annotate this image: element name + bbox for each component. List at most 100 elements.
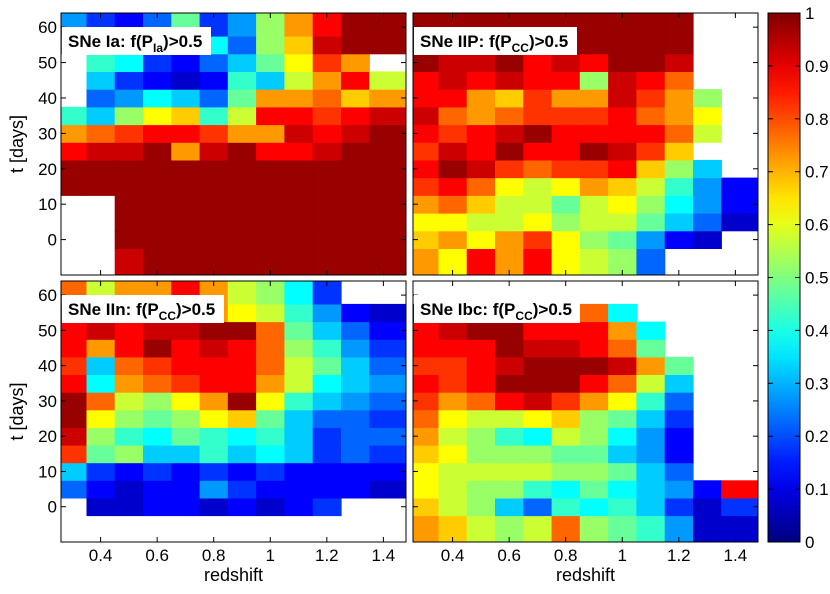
- panel-3: 0.4 0.6 0.8 1 1.2 1.4 0 10 20 30 40 50 60 t [days] red…: [7, 280, 407, 585]
- heatmap-cell: [114, 248, 144, 275]
- heatmap-cell: [86, 374, 116, 393]
- heatmap-cell: [256, 53, 285, 72]
- heatmap-cell: [256, 124, 285, 143]
- heatmap-cell: [114, 142, 144, 161]
- heatmap-cell: [608, 392, 637, 411]
- heatmap-cell: [608, 462, 637, 481]
- heatmap-cell: [551, 462, 581, 481]
- heatmap-cell: [227, 36, 257, 55]
- heatmap-cell: [312, 177, 342, 196]
- heatmap-cell: [466, 89, 496, 108]
- heatmap-cell: [608, 106, 637, 126]
- heatmap-cell: [341, 462, 370, 481]
- heatmap-cell: [579, 124, 609, 143]
- heatmap-cell: [227, 248, 257, 275]
- heatmap-cell: [664, 89, 694, 108]
- heatmap-cell: [341, 427, 370, 446]
- heatmap-cell: [721, 497, 758, 517]
- heatmap-cell: [636, 213, 666, 232]
- heatmap-cell: [466, 445, 496, 464]
- heatmap-cell: [636, 374, 666, 393]
- colorbar-tick-label: 0.2: [805, 427, 829, 446]
- heatmap-cell: [256, 339, 285, 358]
- heatmap-cell: [256, 497, 285, 517]
- heatmap-cell: [413, 195, 440, 214]
- heatmap-cell: [551, 53, 581, 72]
- heatmap-cell: [466, 248, 496, 275]
- heatmap-cell: [369, 106, 406, 126]
- heatmap-cell: [413, 356, 440, 375]
- heatmap-cell: [312, 427, 342, 446]
- heatmap-cell: [551, 480, 581, 499]
- heatmap-cell: [143, 142, 172, 161]
- heatmap-cell: [227, 195, 257, 214]
- heatmap-cell: [664, 356, 694, 375]
- heatmap-cell: [466, 339, 496, 358]
- plot-frame: [412, 12, 759, 276]
- heatmap-cell: [171, 159, 201, 179]
- heatmap-cell: [369, 409, 406, 428]
- heatmap-cell: [523, 515, 553, 542]
- heatmap-cell: [664, 213, 694, 232]
- heatmap-cell: [61, 321, 88, 340]
- heatmap-cell: [664, 230, 694, 249]
- y-tick-label: 30: [38, 392, 57, 411]
- heatmap-cell: [114, 53, 144, 72]
- heatmap-cell: [551, 213, 581, 232]
- heatmap-cell: [312, 356, 342, 375]
- heatmap-cell: [312, 339, 342, 358]
- colorbar-tick-label: 1: [805, 4, 814, 23]
- heatmap-cell: [636, 177, 666, 196]
- heatmap-cell: [636, 124, 666, 143]
- heatmap-cell: [256, 159, 285, 179]
- heatmap-cell: [227, 142, 257, 161]
- heatmap-cell: [608, 445, 637, 464]
- colorbar-tick-label: 0.3: [805, 374, 829, 393]
- heatmap-cell: [579, 248, 609, 275]
- heatmap-cell: [495, 445, 524, 464]
- y-tick-label: 40: [38, 357, 57, 376]
- heatmap-cell: [551, 142, 581, 161]
- heatmap-cell: [256, 392, 285, 411]
- heatmap-cell: [579, 321, 609, 340]
- heatmap-cell: [664, 106, 694, 126]
- heatmap-cell: [284, 53, 314, 72]
- panel-title: SNe Ia: f(PIa)>0.5: [62, 27, 211, 55]
- heatmap-cell: [171, 445, 201, 464]
- heatmap-cell: [579, 480, 609, 499]
- heatmap-cell: [551, 497, 581, 517]
- heatmap-cell: [171, 213, 201, 232]
- x-tick-label: 1.4: [372, 546, 396, 565]
- heatmap-cell: [608, 13, 637, 37]
- heatmap-cell: [466, 159, 496, 179]
- heatmap-cell: [693, 106, 722, 126]
- heatmap-cell: [636, 409, 666, 428]
- svg-text:SNe IIn: f(PCC)>0.5: SNe IIn: f(PCC)>0.5: [68, 300, 215, 323]
- panel-1: 0 10 20 30 40 50 60 t [days] SNe Ia: f(PIa)>0.5: [7, 12, 407, 276]
- heatmap-cell: [86, 89, 116, 108]
- heatmap-cell: [284, 281, 314, 305]
- heatmap-cell: [284, 409, 314, 428]
- plot-frame: [412, 280, 759, 543]
- heatmap-cell: [438, 445, 468, 464]
- heatmap-cell: [199, 195, 229, 214]
- heatmap-cell: [413, 106, 440, 126]
- heatmap-cell: [199, 356, 229, 375]
- heatmap-cell: [693, 515, 722, 542]
- heatmap-cell: [466, 177, 496, 196]
- heatmap-cell: [438, 195, 468, 214]
- x-tick-label: 0.6: [497, 546, 521, 565]
- heatmap-cell: [551, 339, 581, 358]
- heatmap-cell: [693, 480, 722, 499]
- heatmap-cell: [721, 195, 758, 214]
- heatmap-cell: [284, 339, 314, 358]
- heatmap-cell: [227, 13, 257, 37]
- heatmap-cell: [466, 392, 496, 411]
- colorbar-tick-label: 0.7: [805, 163, 829, 182]
- heatmap-cell: [171, 392, 201, 411]
- heatmap-cell: [369, 36, 406, 55]
- heatmap-cell: [256, 409, 285, 428]
- heatmap-cell: [312, 374, 342, 393]
- heatmap-cell: [199, 89, 229, 108]
- heatmap-cell: [369, 177, 406, 196]
